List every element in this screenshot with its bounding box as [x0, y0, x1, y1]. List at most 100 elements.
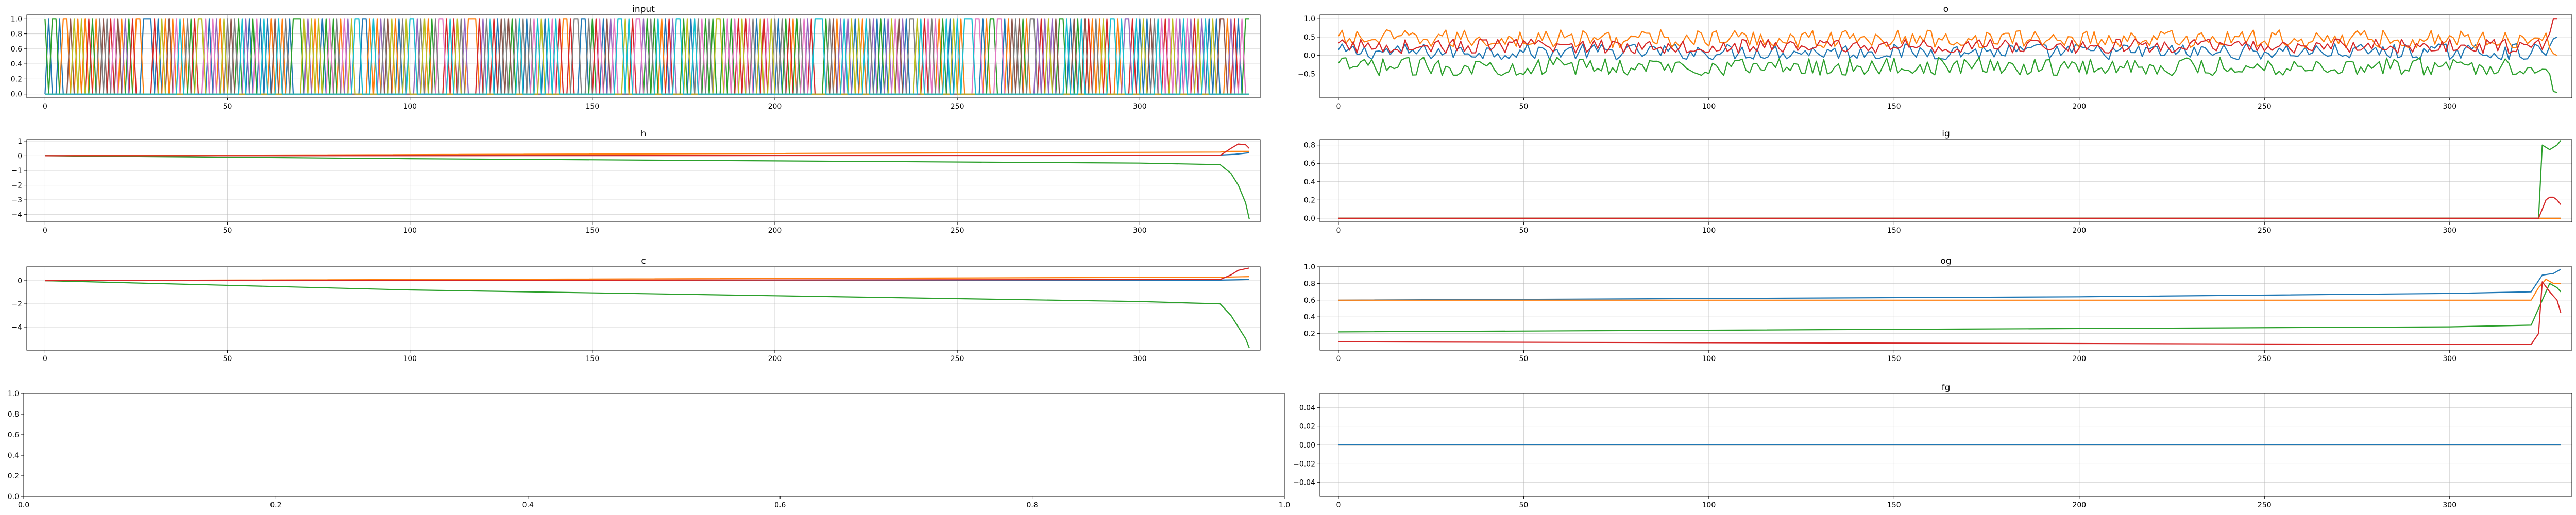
x-tick-label: 200 — [768, 102, 782, 111]
y-tick-label: 0.6 — [8, 431, 19, 439]
x-tick-label: 250 — [2258, 102, 2272, 111]
x-tick-label: 300 — [1133, 355, 1147, 363]
x-tick-label: 100 — [403, 227, 417, 235]
x-tick-label: 0 — [1336, 227, 1341, 235]
x-tick-label: 250 — [951, 227, 964, 235]
x-tick-label: 100 — [403, 355, 417, 363]
series-line-3 — [45, 267, 1250, 282]
x-tick-label: 300 — [2443, 227, 2456, 235]
y-tick-label: −4 — [11, 211, 22, 219]
y-tick-label: 0.4 — [8, 452, 19, 460]
axes-frame — [1319, 139, 2572, 222]
x-tick-label: 200 — [2072, 102, 2086, 111]
y-tick-label: 0.6 — [11, 45, 22, 54]
panel-ig: 0 50 100 150 200 250 300 0.0 0.2 0.4 0.6 0.8 ig — [1304, 129, 2572, 235]
series-line-0 — [1338, 268, 2561, 301]
x-tick-label: 300 — [1133, 227, 1147, 235]
x-tick-label: 150 — [1887, 227, 1901, 235]
series-line-1 — [1337, 29, 2557, 56]
x-tick-label: 300 — [2443, 355, 2456, 363]
y-tick-label: 0.02 — [1299, 423, 1315, 431]
x-tick-label: 50 — [1519, 102, 1529, 111]
y-tick-label: 0.2 — [11, 75, 22, 83]
x-tick-label: 300 — [1133, 102, 1147, 111]
axes-frame — [26, 14, 1261, 98]
y-tick-label: 0.0 — [11, 91, 22, 99]
panel-input: 0 50 100 150 200 250 300 0.0 0.2 0.4 0.6 0.8 1.0 inpu… — [11, 4, 1261, 111]
chart-title: h — [641, 129, 647, 139]
series-line-1 — [45, 276, 1249, 282]
panel-o: 0 50 100 150 200 250 300 −0.5 0.0 0.5 1.0 o — [1298, 4, 2572, 111]
x-tick-label: 200 — [2072, 355, 2086, 363]
x-tick-label: 100 — [1702, 501, 1716, 509]
axes-frame — [26, 139, 1261, 222]
y-tick-label: 0.5 — [1304, 33, 1315, 42]
y-tick-label: 0.8 — [11, 30, 22, 39]
plot-area — [45, 267, 1250, 348]
x-tick-label: 200 — [2072, 227, 2086, 235]
x-tick-label: 0.2 — [270, 501, 281, 509]
y-tick-label: 1.0 — [1304, 263, 1315, 271]
series-line-channel-9 — [45, 18, 1249, 95]
y-tick-label: 1.0 — [1304, 15, 1315, 23]
axes-frame — [26, 266, 1261, 351]
axes-frame — [1319, 266, 2572, 351]
y-tick-label: 1.0 — [11, 15, 22, 23]
series-line-3 — [1338, 196, 2562, 219]
y-tick-label: 0.2 — [8, 472, 19, 480]
panel-og: 0 50 100 150 200 250 300 0.2 0.4 0.6 0.8 1.0 og — [1304, 256, 2572, 363]
x-tick-label: 0 — [43, 102, 47, 111]
series-line-3 — [45, 143, 1250, 157]
x-tick-label: 200 — [768, 227, 782, 235]
chart-title: c — [641, 256, 646, 266]
axes-frame — [23, 393, 1285, 497]
x-tick-label: 100 — [1702, 227, 1716, 235]
x-tick-label: 100 — [403, 102, 417, 111]
y-tick-label: −4 — [11, 323, 22, 332]
y-tick-label: 0.4 — [1304, 313, 1315, 321]
x-tick-label: 50 — [223, 355, 232, 363]
series-line-2 — [1338, 283, 2562, 333]
x-tick-label: 50 — [1519, 501, 1529, 509]
x-tick-label: 250 — [951, 102, 964, 111]
x-tick-label: 250 — [2258, 227, 2272, 235]
panel-h: 0 50 100 150 200 250 300 −4 −3 −2 −1 0 1 h — [11, 129, 1261, 235]
y-tick-label: 0 — [18, 277, 22, 285]
x-tick-label: 0 — [43, 227, 47, 235]
series-line-2 — [1338, 57, 2557, 93]
y-tick-label: 0.0 — [8, 493, 19, 501]
x-tick-label: 300 — [2443, 102, 2456, 111]
chart-title: o — [1943, 4, 1948, 14]
x-tick-label: 100 — [1702, 355, 1716, 363]
y-tick-label: −3 — [11, 196, 22, 204]
x-tick-label: 0.0 — [18, 501, 29, 509]
x-tick-label: 0 — [1336, 355, 1341, 363]
x-tick-label: 0.6 — [774, 501, 786, 509]
x-tick-label: 150 — [585, 102, 599, 111]
x-tick-label: 150 — [1887, 355, 1901, 363]
y-tick-label: 1 — [18, 138, 22, 146]
panel-c: 0 50 100 150 200 250 300 −4 −2 0 c — [11, 256, 1261, 363]
chart-title: ig — [1942, 129, 1950, 139]
plot-area — [1338, 268, 2562, 345]
y-tick-label: 0.8 — [8, 410, 19, 419]
y-tick-label: −0.5 — [1298, 70, 1315, 78]
y-tick-label: 0.8 — [1304, 142, 1315, 150]
y-tick-label: −0.02 — [1293, 460, 1315, 468]
series-line-2 — [45, 155, 1250, 219]
y-tick-label: 0.6 — [1304, 160, 1315, 168]
x-tick-label: 50 — [1519, 355, 1529, 363]
x-tick-label: 250 — [951, 355, 964, 363]
x-tick-label: 1.0 — [1279, 501, 1290, 509]
x-tick-label: 50 — [1519, 227, 1529, 235]
x-tick-label: 200 — [2072, 501, 2086, 509]
chart-title: og — [1940, 256, 1951, 266]
y-tick-label: 0.4 — [11, 60, 22, 68]
x-tick-label: 0.4 — [522, 501, 534, 509]
panel-empty: 0.0 0.2 0.4 0.6 0.8 1.0 0.0 0.2 0.4 0.6 0.8 1.0 — [8, 390, 1290, 509]
y-tick-label: 0.04 — [1299, 404, 1315, 412]
x-tick-label: 150 — [1887, 102, 1901, 111]
x-tick-label: 0.8 — [1026, 501, 1038, 509]
y-tick-label: 0.6 — [1304, 297, 1315, 305]
